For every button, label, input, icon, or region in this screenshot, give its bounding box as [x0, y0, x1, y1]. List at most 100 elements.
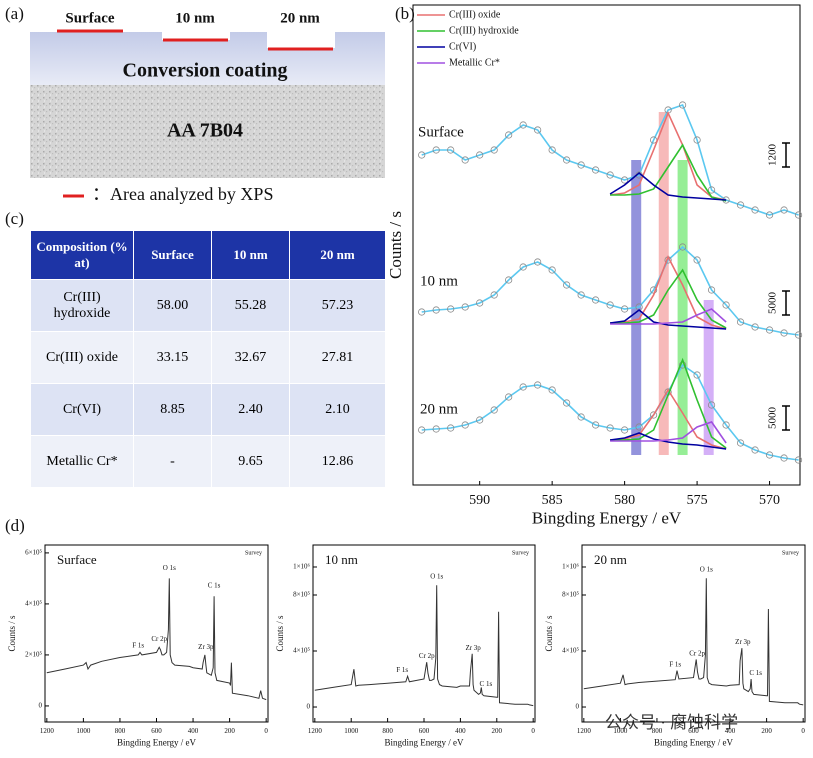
data-point: [606, 424, 614, 432]
table-cell: -: [133, 435, 212, 488]
data-point: [548, 266, 556, 274]
fit-component: [609, 432, 727, 450]
scale-bar-label: 1200: [767, 144, 779, 167]
scale-bar: [782, 290, 790, 316]
data-point: [432, 146, 440, 154]
y-axis-title: Counts / s: [544, 615, 554, 652]
y-tick-label: 8×10⁵: [293, 591, 310, 599]
plot-frame: [581, 544, 806, 723]
panel-label: (d): [5, 516, 25, 535]
survey-subtitle: Survey: [245, 550, 262, 556]
y-axis-title: Counts / s: [7, 615, 17, 652]
survey-line: [46, 578, 267, 701]
data-point: [490, 291, 498, 299]
fit-component: [610, 421, 727, 444]
y-tick-label: 6×10⁵: [25, 549, 42, 557]
data-point: [447, 146, 455, 154]
data-point: [693, 136, 701, 144]
data-point: [780, 329, 788, 337]
data-point: [621, 305, 629, 313]
x-tick-label: 200: [761, 727, 772, 735]
fit-component: [610, 143, 727, 202]
data-point: [476, 416, 484, 424]
table-cell: 2.10: [289, 383, 386, 436]
data-point: [519, 263, 527, 271]
x-tick-label: 600: [419, 727, 430, 735]
peak-annotation: O 1s: [700, 565, 713, 573]
table-cell: 2.40: [211, 383, 290, 436]
position-label: 20 nm: [280, 10, 320, 26]
y-tick-label: 1×10⁶: [562, 563, 579, 571]
peak-annotation: F 1s: [396, 666, 408, 674]
composition-table: Composition (% at) Surface 10 nm 20 nm Cr(I…: [30, 230, 386, 488]
peak-band: [703, 300, 714, 455]
data-point: [722, 421, 730, 429]
data-point: [447, 305, 455, 313]
data-point: [765, 326, 774, 334]
table-cell: 33.15: [133, 331, 212, 384]
data-point: [577, 291, 585, 299]
peak-annotation: F 1s: [132, 642, 144, 650]
x-axis-title: Bingding Energy / eV: [654, 737, 734, 747]
peak-annotation: F 1s: [669, 661, 681, 669]
x-tick-label: 0: [264, 727, 268, 735]
data-point: [461, 156, 469, 164]
data-point: [707, 186, 716, 194]
data-point: [577, 413, 585, 421]
x-tick-label: 1000: [613, 727, 628, 735]
data-point: [650, 411, 658, 419]
peak-annotation: Zr 3p: [735, 638, 751, 646]
legend-label: Cr(III) hydroxide: [449, 25, 519, 36]
data-point: [606, 301, 614, 309]
peak-annotation: Cr 2p: [151, 635, 167, 643]
scale-bar: [782, 405, 790, 431]
y-tick-label: 4×10⁵: [562, 647, 579, 655]
y-tick-label: 0: [39, 702, 43, 710]
substrate: [30, 85, 385, 178]
coating-label: Conversion coating: [123, 60, 288, 82]
data-point: [461, 303, 469, 311]
fit-component: [610, 255, 727, 330]
data-point: [765, 211, 774, 219]
table-row: Cr(VI) 8.85 2.40 2.10: [30, 383, 386, 436]
data-point: [592, 296, 600, 304]
survey-line: [314, 585, 534, 707]
x-tick-label: 1000: [76, 727, 91, 735]
legend-label: ：Area analyzed by XPS: [92, 184, 273, 204]
data-point: [707, 401, 716, 409]
data-point: [780, 454, 788, 462]
peak-annotation: C 1s: [208, 582, 221, 590]
fit-component: [610, 388, 727, 450]
data-point: [751, 446, 759, 454]
y-axis-title: Counts / s: [386, 211, 405, 279]
data-point: [693, 371, 701, 379]
x-axis-title: Bingding Energy / eV: [117, 737, 197, 747]
data-point: [592, 166, 600, 174]
table-cell: 12.86: [289, 435, 386, 488]
y-axis-title: Counts / s: [275, 615, 285, 652]
data-point: [418, 151, 426, 159]
peak-annotation: Zr 3p: [198, 643, 214, 651]
x-tick-label: 200: [224, 727, 235, 735]
table-cell: Cr(III) oxide: [30, 331, 134, 384]
data-point: [794, 331, 803, 339]
y-tick-label: 8×10⁵: [562, 591, 579, 599]
peak-annotation: C 1s: [749, 669, 762, 677]
data-point: [505, 131, 513, 139]
panel-label: (a): [5, 4, 24, 23]
x-tick-label: 1200: [40, 727, 55, 735]
panel-label: (c): [5, 209, 24, 228]
table-cell: 55.28: [211, 279, 290, 332]
x-tick-label: 0: [531, 727, 535, 735]
spectrum-label: 10 nm: [420, 273, 458, 289]
header-cell: 20 nm: [289, 230, 386, 280]
peak-annotation: Zr 3p: [465, 644, 481, 652]
x-tick-label: 575: [687, 493, 708, 508]
peak-band: [658, 112, 669, 455]
scale-bar-label: 5000: [767, 292, 779, 315]
data-point: [432, 306, 440, 314]
table-cell: 58.00: [133, 279, 212, 332]
data-point: [519, 383, 527, 391]
data-point: [736, 439, 745, 447]
